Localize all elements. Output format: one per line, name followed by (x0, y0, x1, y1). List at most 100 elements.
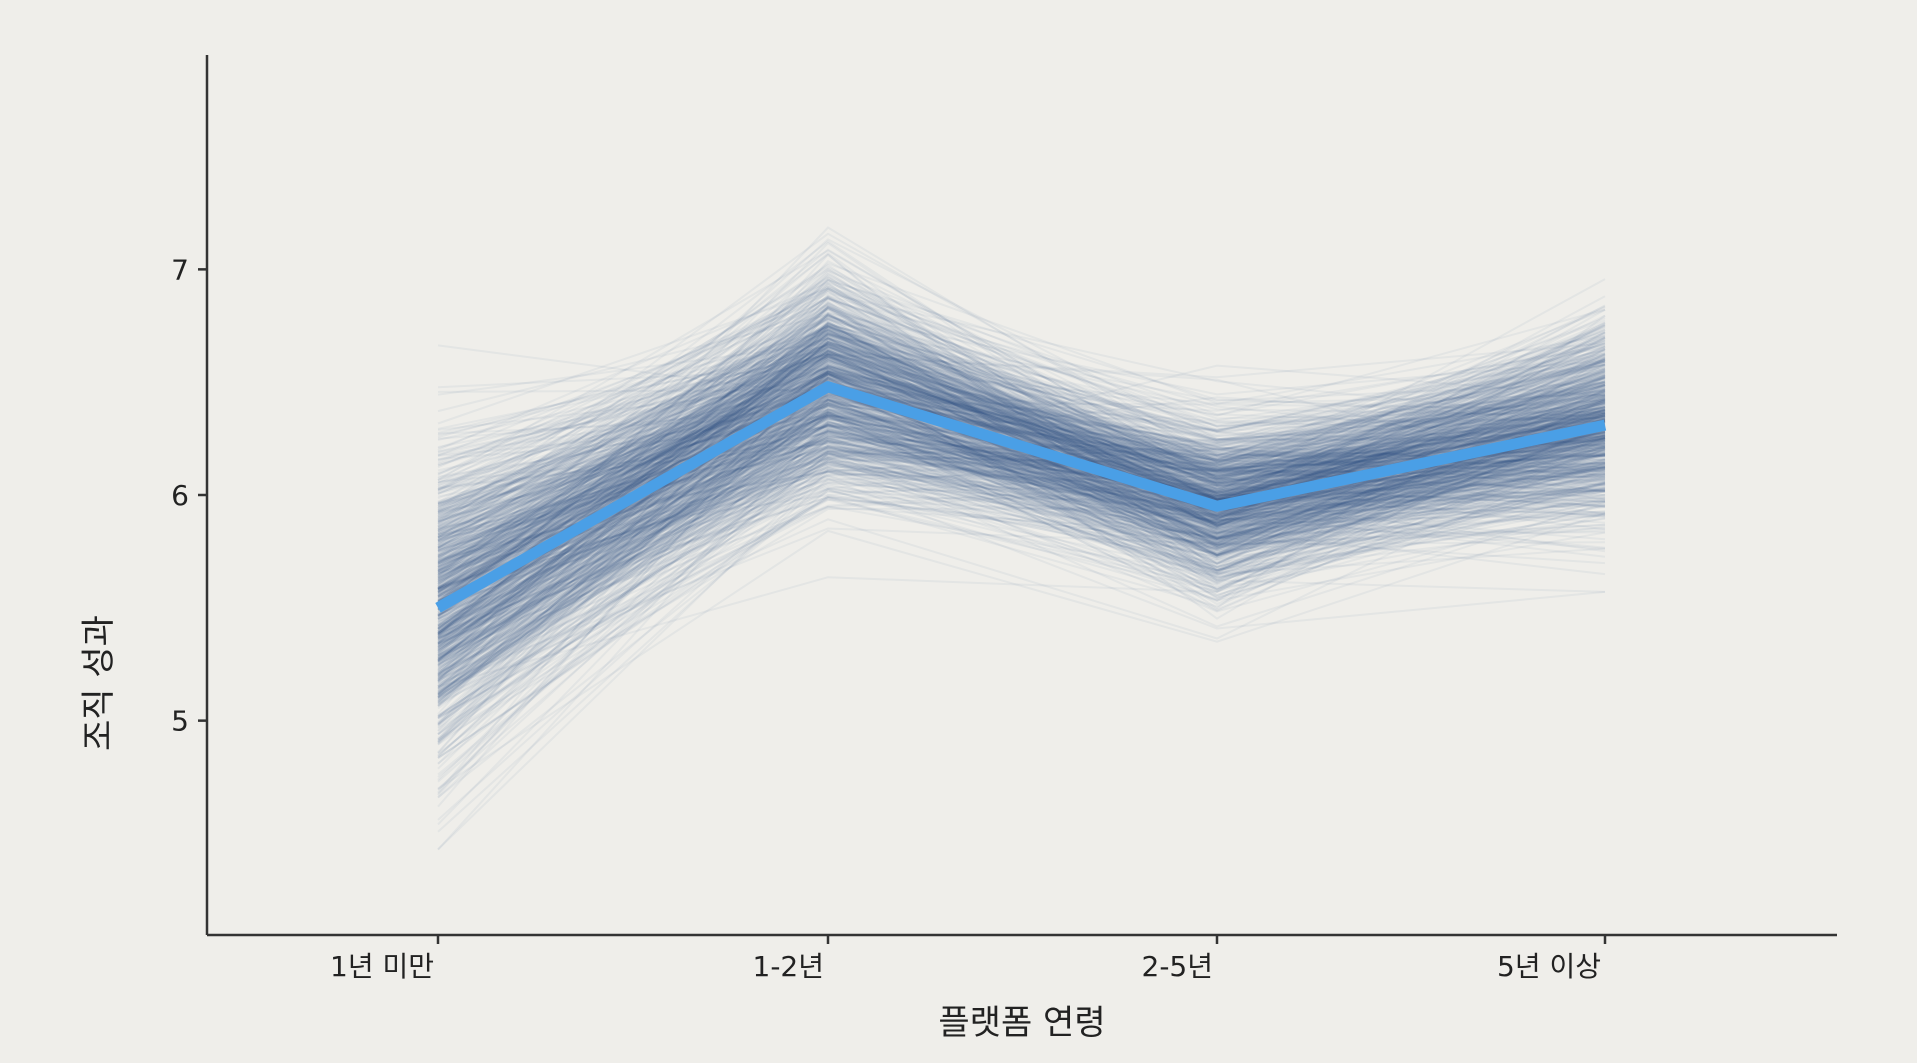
posterior-draw-line (437, 275, 1606, 526)
posterior-draw-line (437, 480, 1606, 669)
posterior-draw-line (437, 315, 1606, 530)
posterior-draw-line (437, 415, 1606, 610)
posterior-draw-line (437, 385, 1606, 503)
posterior-draw-line (437, 367, 1606, 657)
posterior-draw-line (437, 371, 1606, 729)
posterior-draw-line (437, 346, 1606, 630)
posterior-draw-line (437, 297, 1606, 491)
posterior-draw-line (437, 429, 1606, 593)
posterior-draw-line (437, 341, 1606, 635)
posterior-draw-line (437, 428, 1606, 650)
posterior-draw-line (437, 415, 1606, 681)
posterior-draw-line (437, 324, 1606, 552)
posterior-draw-line (437, 395, 1606, 667)
posterior-draw-line (437, 404, 1606, 545)
posterior-draw-line (437, 300, 1606, 676)
posterior-draw-line (437, 366, 1606, 571)
posterior-draw-line (437, 357, 1606, 590)
posterior-draw-line (437, 430, 1606, 705)
posterior-draw-line (437, 439, 1606, 657)
x-tick-label: 5년 이상 (1497, 950, 1601, 983)
posterior-draw-line (437, 326, 1606, 690)
posterior-draw-line (437, 329, 1606, 586)
posterior-draw-line (437, 334, 1606, 563)
posterior-draw-line (437, 356, 1606, 757)
posterior-draw-line (437, 404, 1606, 652)
posterior-draw-line (437, 313, 1606, 606)
posterior-draw-line (437, 427, 1606, 695)
posterior-draw-line (437, 323, 1606, 525)
posterior-draw-line (437, 375, 1606, 796)
posterior-draw-line (437, 322, 1606, 725)
posterior-draw-line (437, 394, 1606, 695)
posterior-draw-line (437, 437, 1606, 678)
posterior-draw-line (437, 437, 1606, 678)
posterior-draw-line (437, 396, 1606, 725)
posterior-draw-line (437, 328, 1606, 475)
posterior-draw-line (437, 304, 1606, 527)
posterior-draw-line (437, 364, 1606, 543)
posterior-draw-line (437, 441, 1606, 581)
posterior-draw-line (437, 384, 1606, 589)
posterior-draw-line (437, 366, 1606, 674)
posterior-draw-line (437, 350, 1606, 537)
posterior-draw-line (437, 485, 1606, 718)
posterior-draw-line (437, 402, 1606, 631)
posterior-draw-line (437, 307, 1606, 637)
posterior-draw-line (437, 482, 1606, 760)
posterior-draw-line (437, 353, 1606, 605)
posterior-draw-line (437, 308, 1606, 573)
posterior-draw-line (437, 384, 1606, 467)
posterior-draw-line (437, 370, 1606, 746)
posterior-draw-line (437, 442, 1606, 659)
posterior-draw-line (437, 431, 1606, 644)
posterior-draw-line (437, 388, 1606, 645)
posterior-draw-line (437, 322, 1606, 648)
posterior-draw-line (437, 424, 1606, 549)
posterior-draw-line (437, 345, 1606, 633)
posterior-draw-line (437, 412, 1606, 666)
posterior-draw-line (437, 422, 1606, 577)
posterior-draw-line (437, 249, 1606, 482)
posterior-draw-line (437, 413, 1606, 661)
posterior-draw-line (437, 421, 1606, 676)
y-tick-label: 5 (171, 705, 189, 738)
posterior-draw-line (437, 477, 1606, 833)
posterior-draw-line (437, 350, 1606, 513)
posterior-draw-line (437, 399, 1606, 668)
posterior-draw-line (437, 322, 1606, 630)
posterior-draw-line (437, 368, 1606, 562)
posterior-draw-line (437, 312, 1606, 625)
posterior-draw-line (437, 437, 1606, 635)
posterior-draw-line (437, 376, 1606, 566)
posterior-draw-line (437, 452, 1606, 623)
posterior-draw-line (437, 413, 1606, 608)
posterior-draw-line (437, 401, 1606, 610)
posterior-draw-line (437, 325, 1606, 590)
posterior-draw-line (437, 333, 1606, 569)
posterior-draw-line (437, 386, 1606, 494)
posterior-draw-line (437, 382, 1606, 574)
posterior-draw-line (437, 337, 1606, 637)
posterior-draw-line (437, 292, 1606, 480)
posterior-draw-line (437, 346, 1606, 602)
posterior-draw-line (437, 325, 1606, 511)
posterior-draw-line (437, 404, 1606, 719)
posterior-draw-line (437, 412, 1606, 726)
posterior-draw-line (437, 418, 1606, 662)
posterior-draw-line (437, 289, 1606, 469)
posterior-draw-line (437, 427, 1606, 657)
posterior-draw-line (437, 397, 1606, 582)
posterior-draw-line (437, 324, 1606, 509)
posterior-draw-line (437, 461, 1606, 741)
posterior-draw-line (437, 415, 1606, 718)
posterior-draw-line (437, 374, 1606, 564)
posterior-draw-line (437, 447, 1606, 699)
posterior-draw-line (437, 390, 1606, 516)
posterior-draw-line (437, 484, 1606, 658)
posterior-draw-line (437, 447, 1606, 640)
posterior-draw-line (437, 287, 1606, 615)
posterior-draw-line (437, 378, 1606, 735)
x-tick-label: 2-5년 (1142, 950, 1214, 983)
posterior-draw-line (437, 278, 1606, 618)
